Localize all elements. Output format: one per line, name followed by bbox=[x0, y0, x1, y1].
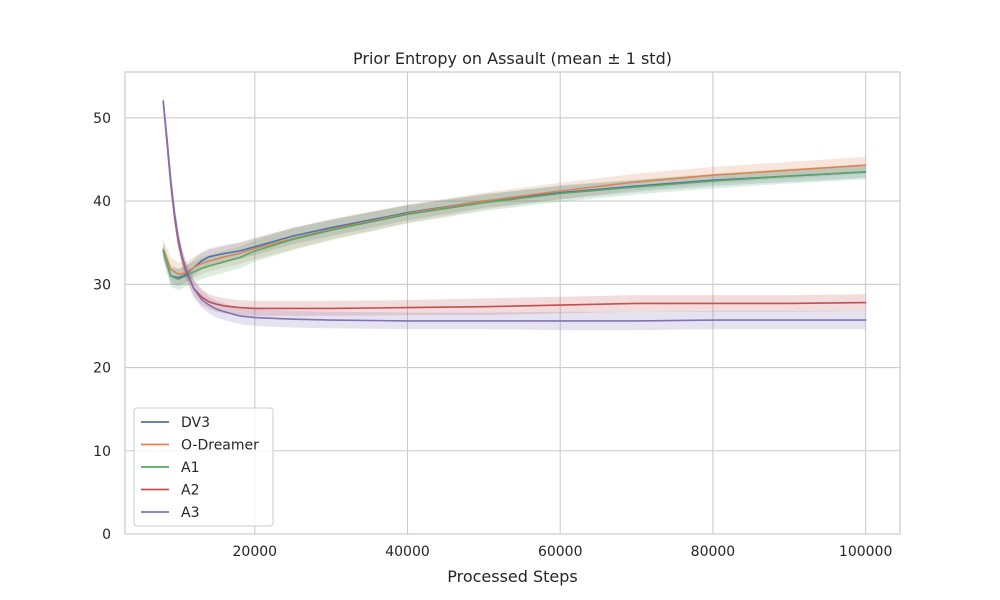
series-lines bbox=[162, 100, 867, 322]
series-line-a1 bbox=[162, 171, 867, 281]
legend-label-o-dreamer: O-Dreamer bbox=[181, 438, 259, 454]
x-tick-label: 80000 bbox=[691, 544, 736, 560]
y-tick-label: 30 bbox=[93, 277, 111, 293]
legend: DV3 O-Dreamer A1 A2 A3 bbox=[133, 407, 274, 527]
std-band-dv3 bbox=[163, 166, 866, 286]
y-tick-label: 10 bbox=[93, 444, 111, 460]
legend-label-dv3: DV3 bbox=[181, 415, 210, 431]
y-tick-label: 50 bbox=[93, 111, 111, 127]
y-tick-label: 0 bbox=[102, 527, 111, 543]
legend-label-a2: A2 bbox=[181, 483, 199, 499]
x-tick-label: 40000 bbox=[385, 544, 430, 560]
series-line-dv3 bbox=[162, 171, 867, 279]
legend-box bbox=[133, 407, 274, 527]
series-line-a3 bbox=[162, 100, 867, 322]
std-band-a1 bbox=[163, 164, 866, 291]
x-axis-title: Processed Steps bbox=[447, 567, 578, 586]
legend-items: DV3 O-Dreamer A1 A2 A3 bbox=[141, 415, 259, 521]
y-tick-label: 40 bbox=[93, 194, 111, 210]
legend-label-a3: A3 bbox=[181, 505, 199, 521]
x-tick-label: 100000 bbox=[839, 544, 892, 560]
plot-frame bbox=[124, 71, 901, 535]
y-tick-labels: 0 10 20 30 40 50 bbox=[93, 111, 111, 543]
x-tick-label: 60000 bbox=[538, 544, 583, 560]
legend-label-a1: A1 bbox=[181, 460, 199, 476]
y-tick-label: 20 bbox=[93, 361, 111, 377]
x-tick-labels: 20000 40000 60000 80000 100000 bbox=[233, 544, 893, 560]
chart-title: Prior Entropy on Assault (mean ± 1 std) bbox=[353, 49, 672, 68]
x-tick-label: 20000 bbox=[233, 544, 278, 560]
